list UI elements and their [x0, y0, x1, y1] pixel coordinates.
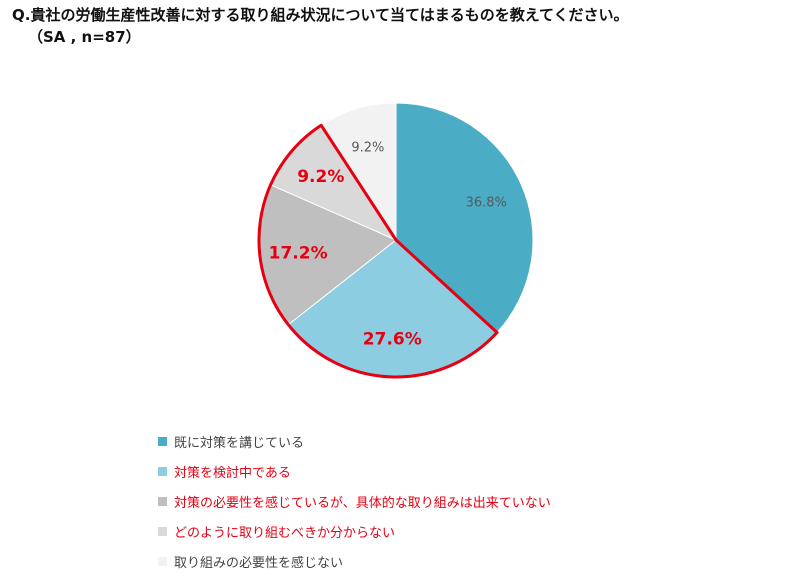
question-text: Q.貴社の労働生産性改善に対する取り組み状況について当てはまるものを教えてくださ…: [12, 6, 629, 24]
legend-item-4: どのように取り組むべきか分からない: [158, 516, 551, 546]
chart-title: Q.貴社の労働生産性改善に対する取り組み状況について当てはまるものを教えてくださ…: [12, 4, 782, 48]
legend-label: 既に対策を講じている: [174, 435, 305, 451]
data-label-4: 9.2%: [297, 167, 344, 187]
legend-label: 取り組みの必要性を感じない: [174, 555, 344, 571]
legend-swatch: [158, 526, 167, 536]
legend-item-2: 対策を検討中である: [158, 456, 551, 486]
legend-swatch: [158, 436, 167, 446]
data-label-3: 17.2%: [269, 243, 328, 263]
sample-info: （SA , n=87）: [28, 28, 141, 46]
legend-item-1: 既に対策を講じている: [158, 426, 551, 456]
legend-item-5: 取り組みの必要性を感じない: [158, 546, 551, 576]
pie-slice-1: [395, 102, 534, 334]
legend-label: 対策を検討中である: [174, 465, 291, 481]
data-label-5: 9.2%: [351, 140, 384, 155]
legend-swatch: [158, 556, 167, 566]
pie-slice-5: [320, 102, 397, 242]
legend-label: 対策の必要性を感じているが、具体的な取り組みは出来ていない: [174, 495, 551, 511]
legend-label: どのように取り組むべきか分からない: [174, 525, 396, 541]
highlight-outline: [257, 123, 499, 379]
data-label-1: 36.8%: [466, 195, 507, 210]
legend: 既に対策を講じている 対策を検討中である対策の必要性を感じているが、具体的な取り組…: [158, 426, 551, 576]
legend-swatch: [158, 466, 167, 476]
data-label-2: 27.6%: [363, 330, 422, 350]
legend-swatch: [158, 496, 167, 506]
legend-item-3: 対策の必要性を感じているが、具体的な取り組みは出来ていない: [158, 486, 551, 516]
